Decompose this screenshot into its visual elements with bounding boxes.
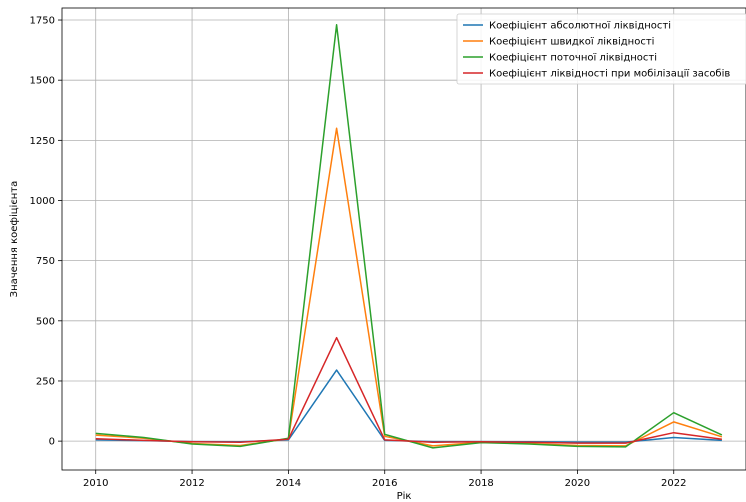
legend-label-2: Коефіцієнт швидкої ліквідності [489,36,654,48]
legend-box [456,13,746,85]
series-line-2 [95,127,723,447]
y-tick-label: 1250 [30,136,55,147]
y-axis-label: Значення коефіцієнта [8,181,20,298]
series-line-3 [95,24,723,449]
y-tick-label: 1000 [30,196,55,207]
ticks-layer: 2010 2012 2014 2016 2018 2020 2022 0 250 500 750 10… [30,16,687,489]
series-line-4 [95,336,723,444]
y-tick-label: 1500 [30,76,55,87]
x-tick-label: 2018 [468,478,493,489]
x-tick-label: 2010 [83,478,108,489]
y-tick-label: 250 [36,376,55,387]
legend-label-3: Коефіцієнт поточної ліквідності [489,52,657,64]
legend: Коефіцієнт абсолютної ліквідності Коефіці… [456,13,746,85]
y-tick-label: 0 [49,437,55,448]
y-tick-label: 750 [36,256,55,267]
plot-area [61,7,746,471]
y-tick-label: 1750 [30,16,55,27]
legend-label-4: Коефіцієнт ліквідності при мобілізації з… [489,68,730,80]
x-tick-label: 2016 [372,478,397,489]
x-axis-label: Рік [397,490,412,502]
x-tick-label: 2022 [661,478,686,489]
x-tick-label: 2020 [565,478,590,489]
legend-label-1: Коефіцієнт абсолютної ліквідності [489,20,671,32]
x-tick-label: 2014 [276,478,301,489]
y-tick-label: 500 [36,316,55,327]
series-layer [95,24,723,449]
x-tick-label: 2012 [179,478,204,489]
